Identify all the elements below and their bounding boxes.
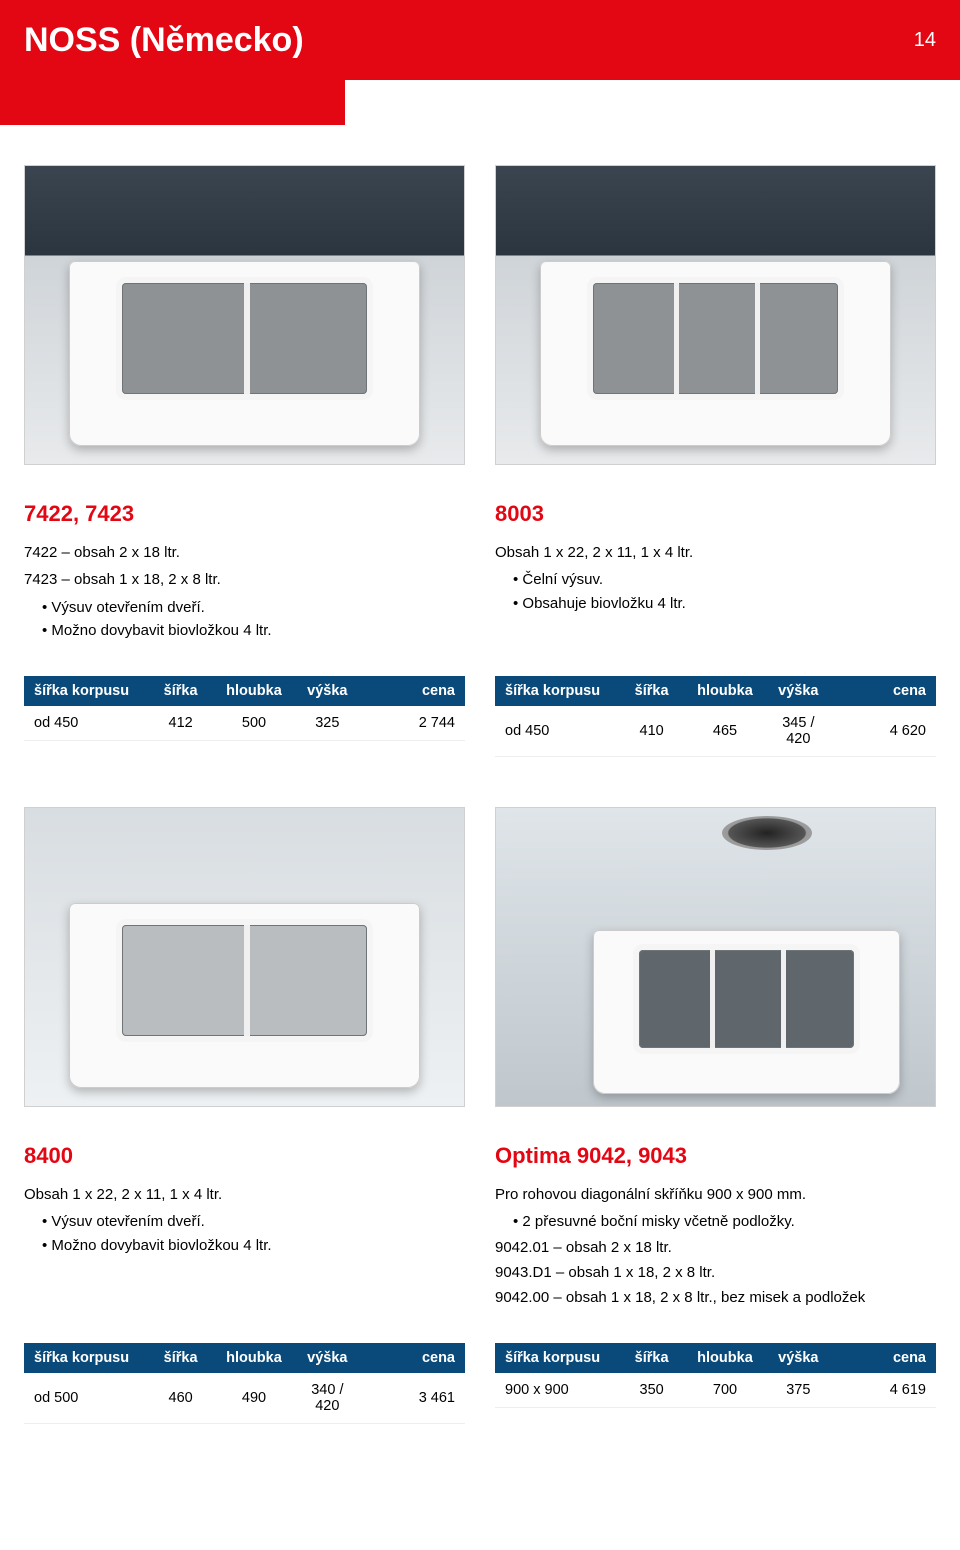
desc-bullet: Možno dovybavit biovložkou 4 ltr.: [42, 1234, 465, 1257]
th-vyska: výška: [294, 1343, 360, 1373]
product-image-8400: [24, 807, 465, 1107]
product-block-7422: 7422, 7423 7422 – obsah 2 x 18 ltr. 7423…: [24, 465, 465, 642]
desc-subline: 9042.01 – obsah 2 x 18 ltr.: [495, 1236, 936, 1259]
th-sirka: šířka: [618, 1343, 684, 1373]
table-row: od 450 410 465 345 / 420 4 620: [495, 706, 936, 757]
th-korpus: šířka korpusu: [495, 676, 618, 706]
desc-line: 7423 – obsah 1 x 18, 2 x 8 ltr.: [24, 568, 465, 591]
product-image-9042: [495, 807, 936, 1107]
product-table-row-2: šířka korpusu šířka hloubka výška cena o…: [0, 1309, 960, 1424]
image-row-2: [0, 807, 960, 1107]
spec-table-8400: šířka korpusu šířka hloubka výška cena o…: [24, 1343, 465, 1424]
image-row-1: [0, 165, 960, 465]
product-title: 8003: [495, 501, 936, 527]
desc-bullet: Výsuv otevřením dveří.: [42, 1210, 465, 1233]
desc-line: Pro rohovou diagonální skříňku 900 x 900…: [495, 1183, 936, 1206]
th-korpus: šířka korpusu: [24, 676, 147, 706]
product-title: Optima 9042, 9043: [495, 1143, 936, 1169]
product-text-row-1: 7422, 7423 7422 – obsah 2 x 18 ltr. 7423…: [0, 465, 960, 642]
th-hloubka: hloubka: [214, 676, 294, 706]
th-vyska: výška: [294, 676, 360, 706]
spec-table-8003: šířka korpusu šířka hloubka výška cena o…: [495, 676, 936, 757]
th-cena: cena: [832, 676, 936, 706]
th-korpus: šířka korpusu: [495, 1343, 618, 1373]
desc-bullet: 2 přesuvné boční misky včetně podložky.: [513, 1210, 936, 1233]
th-vyska: výška: [765, 676, 831, 706]
table-row: od 450 412 500 325 2 744: [24, 706, 465, 741]
product-block-9042: Optima 9042, 9043 Pro rohovou diagonální…: [495, 1107, 936, 1309]
table-row: od 500 460 490 340 / 420 3 461: [24, 1373, 465, 1424]
page-header: NOSS (Německo) 14: [0, 0, 960, 125]
product-table-row-1: šířka korpusu šířka hloubka výška cena o…: [0, 642, 960, 757]
product-image-7422: [24, 165, 465, 465]
product-block-8400: 8400 Obsah 1 x 22, 2 x 11, 1 x 4 ltr. Vý…: [24, 1107, 465, 1309]
desc-subline: 9043.D1 – obsah 1 x 18, 2 x 8 ltr.: [495, 1261, 936, 1284]
th-sirka: šířka: [147, 676, 213, 706]
th-cena: cena: [361, 676, 465, 706]
th-cena: cena: [832, 1343, 936, 1373]
th-cena: cena: [361, 1343, 465, 1373]
product-text-row-2: 8400 Obsah 1 x 22, 2 x 11, 1 x 4 ltr. Vý…: [0, 1107, 960, 1309]
product-title: 7422, 7423: [24, 501, 465, 527]
desc-subline: 9042.00 – obsah 1 x 18, 2 x 8 ltr., bez …: [495, 1286, 936, 1309]
th-korpus: šířka korpusu: [24, 1343, 147, 1373]
table-row: 900 x 900 350 700 375 4 619: [495, 1373, 936, 1408]
spec-table-9042: šířka korpusu šířka hloubka výška cena 9…: [495, 1343, 936, 1408]
desc-bullet: Čelní výsuv.: [513, 568, 936, 591]
desc-bullet: Možno dovybavit biovložkou 4 ltr.: [42, 619, 465, 642]
product-block-8003: 8003 Obsah 1 x 22, 2 x 11, 1 x 4 ltr. Če…: [495, 465, 936, 642]
page-number: 14: [914, 29, 936, 52]
th-hloubka: hloubka: [685, 676, 765, 706]
desc-bullet: Výsuv otevřením dveří.: [42, 596, 465, 619]
th-sirka: šířka: [618, 676, 684, 706]
desc-line: Obsah 1 x 22, 2 x 11, 1 x 4 ltr.: [495, 541, 936, 564]
th-vyska: výška: [765, 1343, 831, 1373]
product-image-8003: [495, 165, 936, 465]
spec-table-7422: šířka korpusu šířka hloubka výška cena o…: [24, 676, 465, 741]
desc-line: 7422 – obsah 2 x 18 ltr.: [24, 541, 465, 564]
product-title: 8400: [24, 1143, 465, 1169]
page-title: NOSS (Německo): [24, 21, 304, 60]
th-sirka: šířka: [147, 1343, 213, 1373]
desc-bullet: Obsahuje biovložku 4 ltr.: [513, 592, 936, 615]
th-hloubka: hloubka: [214, 1343, 294, 1373]
desc-line: Obsah 1 x 22, 2 x 11, 1 x 4 ltr.: [24, 1183, 465, 1206]
th-hloubka: hloubka: [685, 1343, 765, 1373]
